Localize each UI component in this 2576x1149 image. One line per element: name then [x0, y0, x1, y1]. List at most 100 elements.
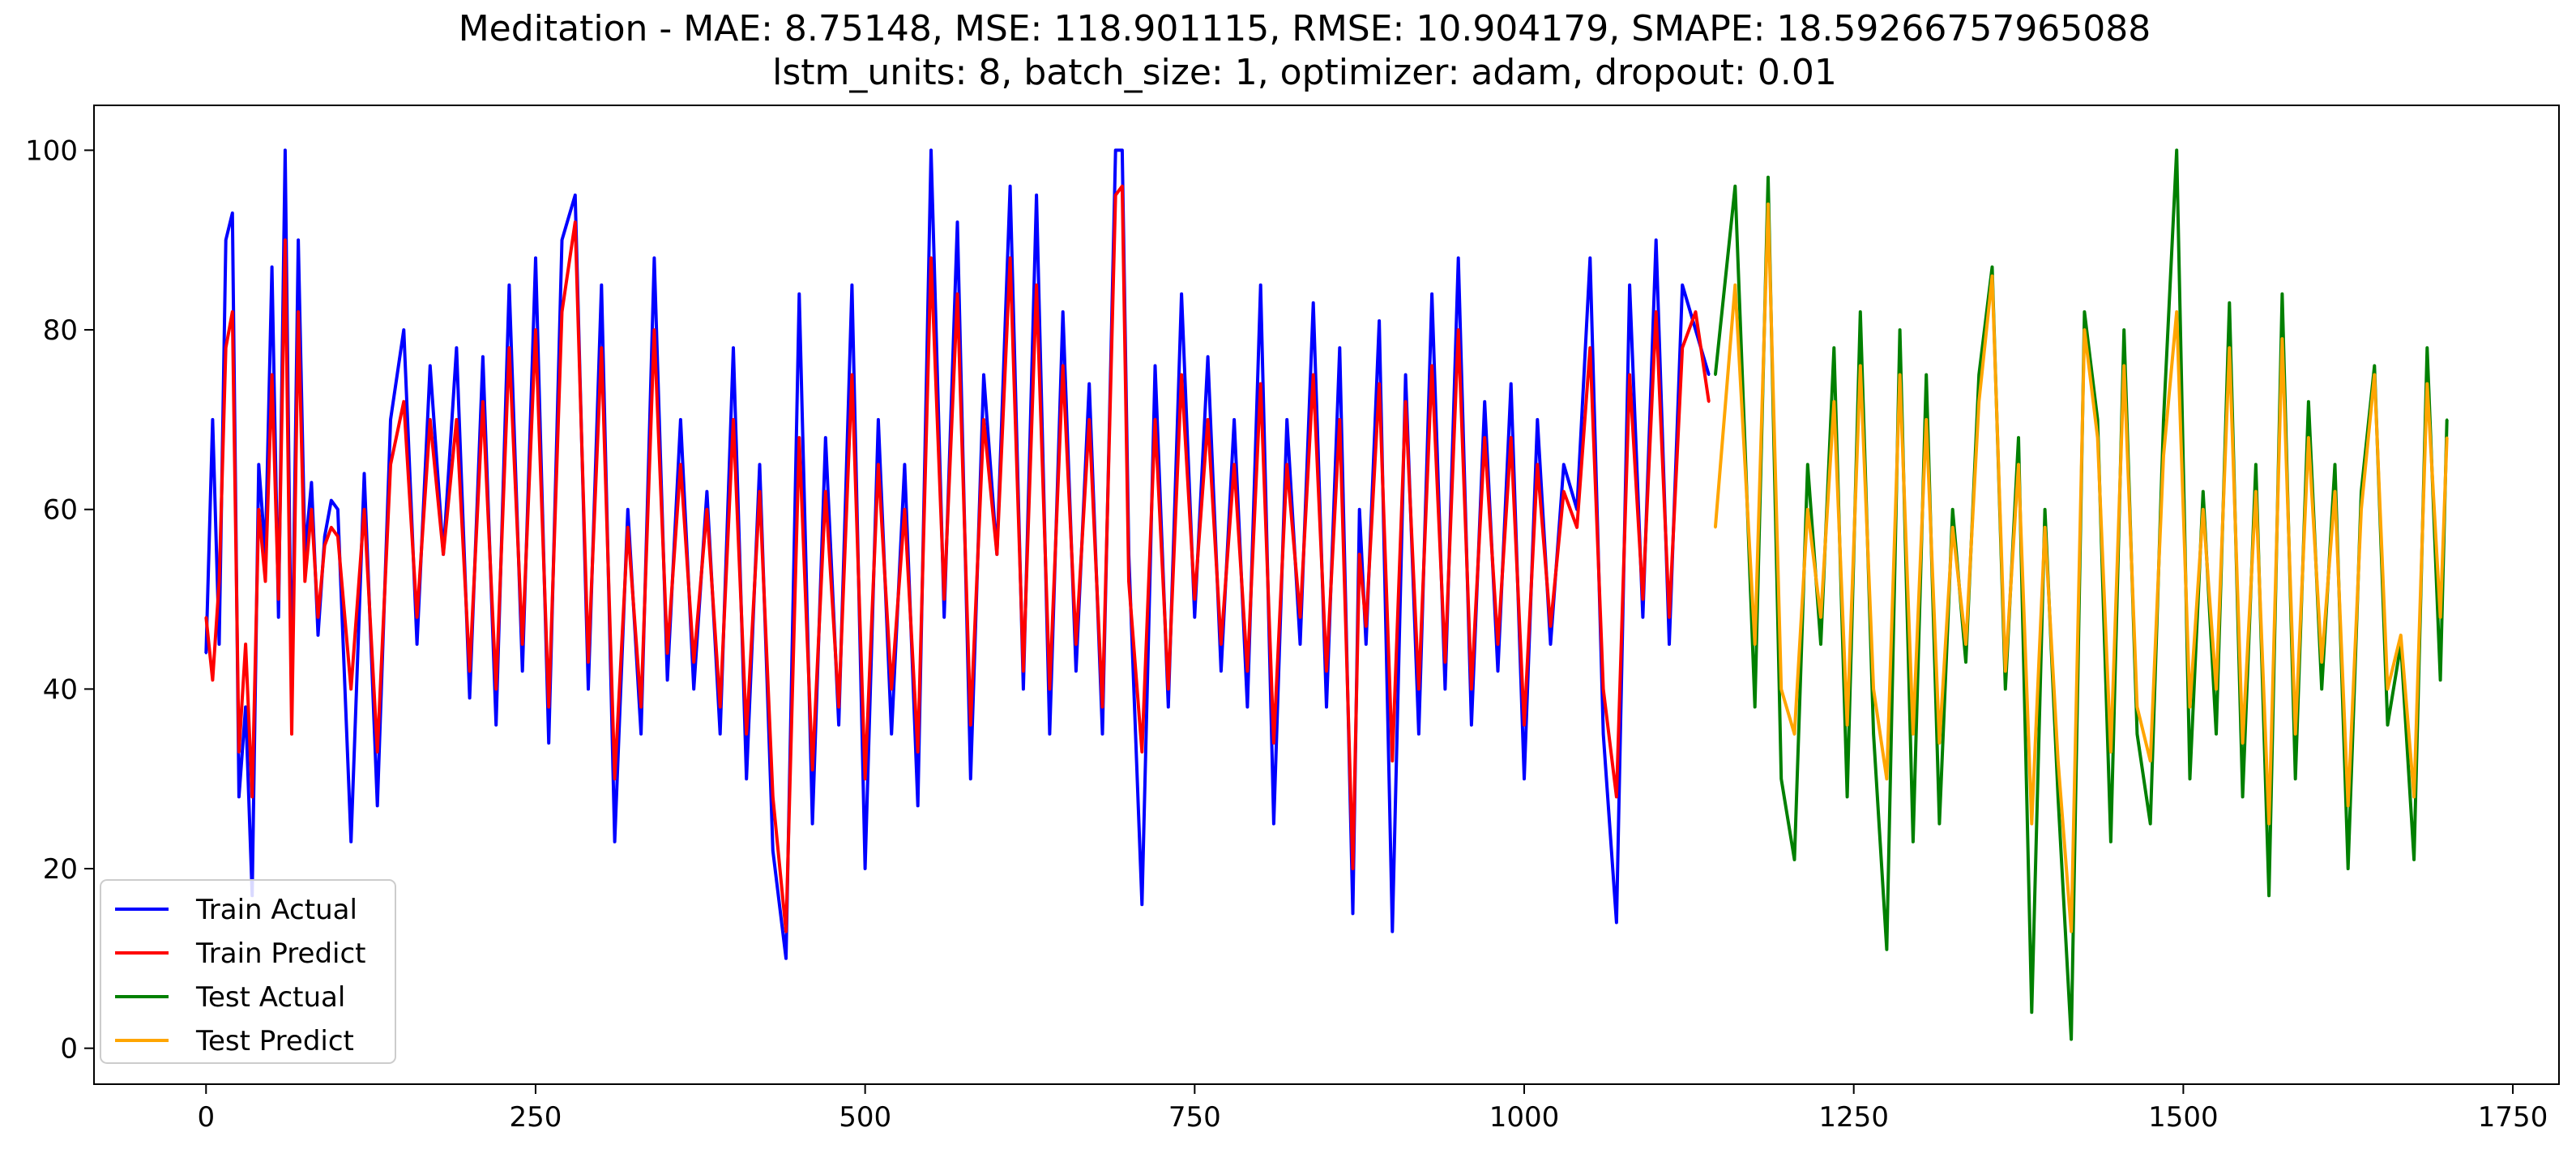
data-point	[218, 579, 220, 583]
x-tick-label: 250	[510, 1101, 562, 1134]
data-point	[639, 733, 643, 736]
data-point	[1285, 463, 1288, 466]
data-point	[2294, 777, 2297, 780]
data-point	[574, 194, 577, 197]
data-point	[2109, 840, 2112, 844]
x-tick-label: 1750	[2478, 1101, 2548, 1134]
data-point	[323, 544, 327, 547]
data-point	[2425, 382, 2429, 386]
data-point	[2030, 1010, 2033, 1014]
y-tick-label: 40	[43, 673, 78, 706]
data-point	[1272, 741, 1275, 745]
data-point	[969, 724, 972, 727]
data-point	[1074, 643, 1078, 646]
data-point	[2280, 293, 2283, 296]
data-point	[2004, 669, 2007, 673]
data-point	[929, 148, 933, 152]
data-point	[244, 643, 247, 646]
data-point	[2294, 733, 2297, 736]
data-point	[1575, 526, 1578, 529]
data-point	[1602, 687, 1605, 690]
data-point	[1733, 284, 1737, 287]
data-point	[2307, 400, 2310, 404]
data-point	[1430, 293, 1433, 296]
data-point	[771, 849, 775, 852]
data-point	[2320, 660, 2323, 664]
data-point	[376, 750, 379, 754]
data-point	[1325, 706, 1328, 708]
data-point	[1483, 436, 1486, 439]
data-point	[784, 957, 788, 960]
data-point	[1937, 822, 1941, 826]
data-point	[1404, 374, 1408, 376]
data-point	[1087, 418, 1091, 421]
data-point	[1766, 176, 1770, 179]
data-point	[1766, 203, 1770, 206]
data-point	[1536, 463, 1539, 466]
data-point	[264, 579, 267, 583]
data-point	[237, 795, 241, 798]
data-point	[1114, 194, 1117, 197]
data-point	[231, 211, 234, 215]
data-point	[218, 643, 220, 646]
data-point	[1048, 733, 1051, 736]
data-point	[1628, 284, 1631, 287]
data-point	[1391, 930, 1394, 933]
data-point	[376, 804, 379, 807]
data-point	[942, 598, 946, 600]
data-point	[1154, 364, 1156, 367]
data-point	[1549, 625, 1552, 628]
data-point	[547, 706, 550, 708]
legend-label-train-predict: Train Predict	[195, 938, 366, 970]
data-point	[1912, 733, 1915, 736]
data-point	[290, 733, 293, 736]
data-point	[587, 687, 590, 690]
data-point	[903, 508, 906, 511]
data-point	[2412, 858, 2416, 861]
data-point	[1872, 687, 1875, 690]
data-point	[1754, 643, 1757, 646]
data-point	[732, 418, 735, 421]
data-point	[1714, 526, 1717, 529]
data-point	[336, 508, 340, 511]
data-point	[626, 508, 630, 511]
data-point	[2057, 759, 2060, 762]
data-point	[494, 687, 498, 690]
data-point	[1832, 346, 1835, 349]
data-point	[1193, 598, 1196, 600]
data-point	[2004, 687, 2007, 690]
data-point	[850, 284, 853, 287]
data-point	[336, 535, 340, 538]
data-point	[1588, 346, 1591, 349]
data-point	[877, 463, 880, 466]
data-point	[1022, 669, 1025, 673]
data-point	[1681, 346, 1684, 349]
data-point	[613, 840, 617, 844]
data-point	[1602, 733, 1605, 736]
data-point	[2307, 436, 2310, 439]
data-point	[481, 355, 485, 358]
data-point	[2347, 867, 2350, 870]
data-point	[284, 238, 287, 241]
data-point	[2267, 822, 2271, 826]
data-point	[1127, 579, 1130, 583]
data-point	[1497, 643, 1499, 646]
data-point	[2241, 741, 2245, 745]
data-point	[2070, 1038, 2073, 1041]
data-point	[1681, 284, 1684, 287]
data-point	[1899, 328, 1902, 331]
data-point	[877, 418, 880, 421]
data-point	[1668, 643, 1671, 646]
data-point	[1562, 490, 1566, 493]
data-point	[224, 346, 228, 349]
data-point	[1245, 706, 1249, 708]
data-point	[1859, 310, 1862, 314]
data-point	[1232, 418, 1236, 421]
data-point	[2399, 634, 2403, 637]
data-point	[1180, 293, 1183, 296]
data-point	[1925, 374, 1928, 376]
data-point	[1180, 374, 1183, 376]
data-point	[771, 795, 775, 798]
x-axis-ticks: 0 250 500 750 1000 1250 1500 1750	[197, 1084, 2548, 1134]
